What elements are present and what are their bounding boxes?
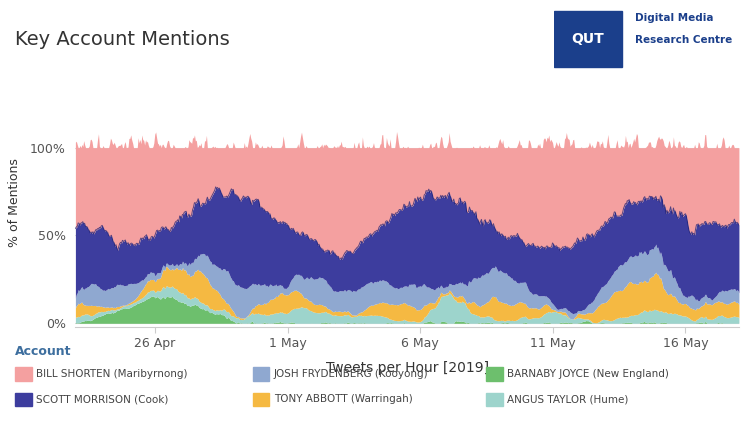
Text: Key Account Mentions: Key Account Mentions (15, 30, 230, 49)
Text: BILL SHORTEN (Maribyrnong): BILL SHORTEN (Maribyrnong) (36, 369, 188, 379)
Text: JOSH FRYDENBERG (Kooyong): JOSH FRYDENBERG (Kooyong) (274, 369, 428, 379)
Text: BARNABY JOYCE (New England): BARNABY JOYCE (New England) (507, 369, 670, 379)
Bar (554, 11, 622, 67)
Text: QUT: QUT (572, 32, 605, 46)
Text: TONY ABBOTT (Warringah): TONY ABBOTT (Warringah) (274, 394, 412, 405)
Text: SCOTT MORRISON (Cook): SCOTT MORRISON (Cook) (36, 394, 169, 405)
Text: Digital Media: Digital Media (635, 13, 714, 23)
Text: ANGUS TAYLOR (Hume): ANGUS TAYLOR (Hume) (507, 394, 629, 405)
Y-axis label: % of Mentions: % of Mentions (8, 158, 21, 246)
X-axis label: Tweets per Hour [2019]: Tweets per Hour [2019] (326, 361, 489, 375)
Text: Account: Account (15, 345, 72, 358)
Text: Research Centre: Research Centre (635, 34, 732, 45)
